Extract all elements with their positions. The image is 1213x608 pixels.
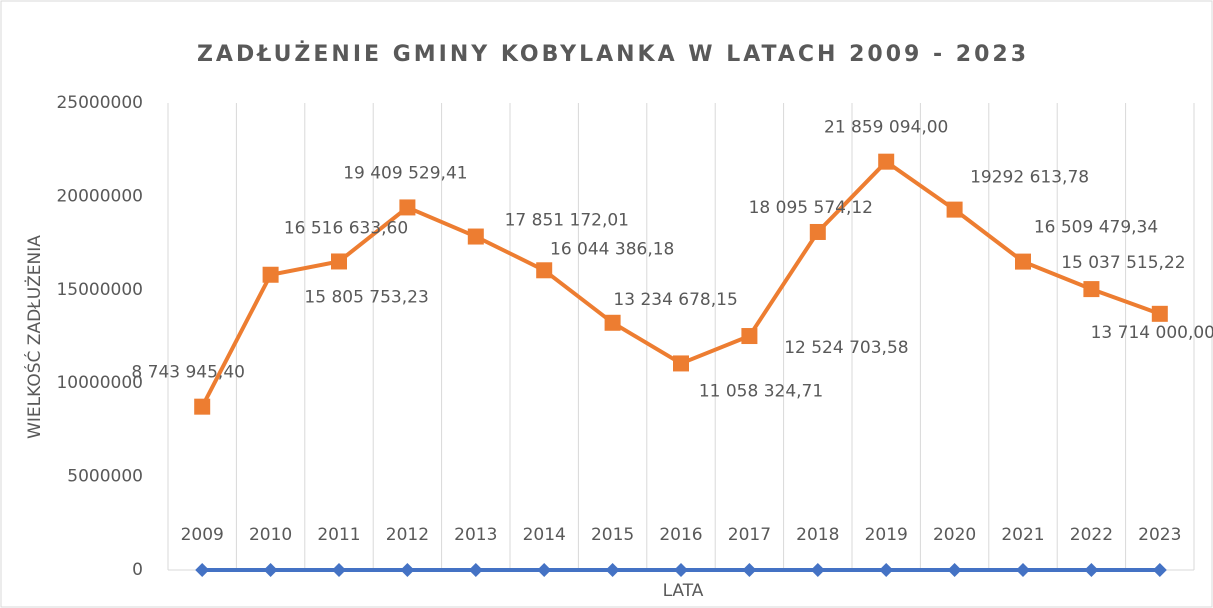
- square-marker: [741, 328, 758, 345]
- y-tick-label: 20000000: [56, 186, 143, 206]
- data-label: 2014: [523, 525, 566, 545]
- data-label: 19292 613,78: [970, 168, 1089, 188]
- diamond-marker: [810, 562, 825, 577]
- diamond-marker: [1016, 562, 1030, 577]
- data-label: 12 524 703,58: [784, 338, 908, 358]
- data-label: 8 743 945,40: [131, 363, 245, 383]
- diamond-marker: [263, 562, 278, 577]
- diamond-marker: [947, 562, 962, 577]
- y-tick-label: 5000000: [67, 467, 143, 487]
- y-axis-label: WIELKOŚĆ ZADŁUŻENIA: [23, 235, 45, 439]
- data-label: 13 714 000,00: [1091, 323, 1213, 343]
- diamond-marker: [1152, 562, 1167, 577]
- data-label: 21 859 094,00: [824, 118, 948, 138]
- diamond-marker: [332, 562, 346, 577]
- square-marker: [1083, 281, 1100, 298]
- diamond-marker: [468, 562, 483, 577]
- square-marker: [809, 223, 826, 240]
- data-label: 18 095 574,12: [749, 198, 873, 218]
- square-marker: [194, 398, 211, 415]
- data-label: 2011: [317, 525, 360, 545]
- square-marker: [673, 355, 689, 372]
- data-label: 19 409 529,41: [343, 163, 467, 183]
- data-label: 2010: [249, 525, 292, 545]
- square-marker: [331, 253, 347, 270]
- data-label: 2019: [865, 525, 908, 545]
- data-label: 2023: [1138, 525, 1181, 545]
- data-label: 2022: [1070, 525, 1113, 545]
- diamond-marker: [605, 562, 620, 577]
- x-axis-label: LATA: [663, 581, 704, 601]
- data-label: 2020: [933, 525, 976, 545]
- y-tick-label: 15000000: [56, 280, 143, 300]
- y-tick-label: 25000000: [56, 93, 143, 113]
- data-label: 17 851 172,01: [505, 211, 629, 231]
- data-label: 2009: [181, 525, 224, 545]
- data-label: 11 058 324,71: [699, 381, 823, 401]
- diamond-marker: [742, 562, 757, 577]
- square-marker: [399, 199, 416, 216]
- square-marker: [536, 262, 553, 279]
- diamond-marker: [537, 562, 552, 577]
- data-label: 16 516 633,60: [284, 218, 408, 238]
- square-marker: [1015, 253, 1031, 270]
- diamond-marker: [674, 562, 688, 577]
- data-label: 2013: [454, 525, 497, 545]
- square-marker: [467, 228, 484, 245]
- chart-title: ZADŁUŻENIE GMINY KOBYLANKA W LATACH 2009…: [197, 41, 1029, 67]
- data-label: 13 234 678,15: [613, 290, 737, 310]
- diamond-marker: [1084, 562, 1099, 577]
- data-label: 15 037 515,22: [1061, 253, 1185, 273]
- data-label: 16 044 386,18: [550, 239, 674, 259]
- square-marker: [1151, 305, 1168, 322]
- diamond-marker: [879, 562, 894, 577]
- diamond-marker: [195, 562, 210, 577]
- data-label: 2012: [386, 525, 429, 545]
- data-label: 2021: [1001, 525, 1044, 545]
- data-label: 15 805 753,23: [304, 288, 428, 308]
- data-label: 2018: [796, 525, 839, 545]
- square-marker: [604, 314, 621, 331]
- data-label: 2016: [659, 525, 702, 545]
- diamond-marker: [400, 562, 415, 577]
- data-label: 2015: [591, 525, 634, 545]
- y-tick-label: 0: [132, 560, 143, 580]
- square-marker: [262, 266, 279, 283]
- square-marker: [946, 201, 963, 218]
- y-tick-label: 10000000: [56, 373, 143, 393]
- data-label: 2017: [728, 525, 771, 545]
- square-marker: [878, 153, 895, 170]
- data-label: 16 509 479,34: [1034, 218, 1158, 238]
